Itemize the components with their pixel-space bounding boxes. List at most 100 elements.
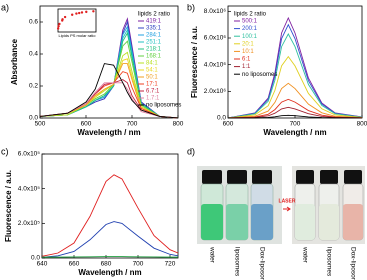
legend-entry: 6.7:1 [146, 89, 160, 95]
vial-liquid [201, 204, 223, 240]
scatter-point [58, 22, 61, 26]
y-tick-label: 0.4 [29, 51, 38, 58]
vial-liquid [295, 204, 315, 240]
spectrum-line [227, 33, 363, 119]
scatter-point [92, 10, 95, 13]
vial-label: Dox-liposomes [349, 247, 356, 280]
spectrum-line [41, 221, 179, 258]
spectrum-line [227, 98, 363, 119]
panel-label: b) [187, 2, 195, 12]
spectrum-line [39, 82, 179, 119]
y-tick-label: 0.2 [29, 83, 38, 90]
y-tick-label: 0.0 [29, 115, 38, 122]
vial-cap [296, 170, 314, 184]
vial-cap [320, 170, 338, 184]
scatter-point [56, 27, 60, 30]
x-axis-label: Wavelength / nm [78, 268, 141, 277]
legend-entry: 218:1 [146, 47, 162, 53]
scatter-point [77, 11, 81, 15]
plot-frame [41, 153, 179, 259]
vial-cap [252, 170, 272, 184]
x-tick-label: 700 [290, 121, 301, 128]
legend-entry: 20:1 [242, 41, 254, 47]
legend-entry: 6:1 [242, 57, 251, 63]
legend-entry: 50:1 [146, 75, 158, 81]
vial-label: liposomes [325, 247, 332, 277]
vial-liquid [226, 204, 248, 240]
x-tick-label: 800 [357, 121, 367, 128]
scatter-point [70, 13, 74, 16]
legend-entry: 168:1 [146, 54, 162, 60]
legend-entry: 17:1 [146, 82, 158, 88]
legend-entry: 419:1 [146, 19, 162, 25]
legend-entry: 500:1 [242, 19, 258, 25]
laser-arrow [283, 206, 291, 212]
plot-frame [227, 5, 363, 119]
spectrum-line [227, 16, 363, 119]
x-tick-label: 700 [127, 121, 138, 128]
vial-label: water [208, 246, 215, 264]
x-tick-label: 720 [165, 261, 176, 268]
legend-entry: 1.7:1 [146, 96, 160, 102]
vial-label: liposomes [233, 247, 240, 277]
scatter-point [61, 18, 64, 21]
legend-entry: 251:1 [146, 40, 162, 46]
x-tick-label: 660 [69, 261, 80, 268]
x-axis-label: Lipids PS molar ratio [59, 33, 97, 38]
vial-cap [202, 170, 222, 184]
x-tick-label: 600 [81, 121, 92, 128]
legend-entry: 1:1 [242, 64, 251, 70]
y-tick-label: 0.0 [31, 255, 40, 262]
spectrum-line [227, 23, 363, 119]
spectrum-line [227, 106, 363, 119]
vial-label: water [301, 246, 308, 264]
scatter-point [80, 11, 84, 14]
y-tick-label: 4.0x10⁵ [18, 185, 41, 192]
laser-label: LASER [279, 198, 296, 204]
panel-label: c) [1, 146, 9, 156]
spectrum-line [41, 174, 179, 257]
x-tick-label: 680 [101, 261, 112, 268]
x-tick-label: 700 [133, 261, 144, 268]
vial-cap [344, 170, 362, 184]
scatter-point [57, 25, 60, 28]
spectrum-line [227, 114, 363, 119]
photo-before [197, 166, 282, 244]
y-tick-label: 0.6 [29, 19, 38, 26]
scatter-point [75, 12, 78, 15]
x-tick-label: 500 [35, 121, 46, 128]
y-tick-label: 4.0x10⁶ [204, 61, 227, 68]
panel-label: a) [1, 2, 9, 12]
x-tick-label: 800 [173, 121, 184, 128]
inset-frame [57, 8, 97, 33]
legend-title: lipids 2 ratio [234, 12, 267, 18]
legend-entry: 10:1 [242, 49, 254, 55]
photo-after [292, 166, 365, 244]
scatter-point [63, 15, 67, 19]
legend-entry: 284:1 [146, 33, 162, 39]
vial-liquid [319, 204, 339, 240]
y-tick-label: 6.0x10⁵ [18, 151, 41, 158]
legend-entry: 200:1 [242, 26, 258, 32]
vial-label: Dox-liposomes [258, 247, 265, 280]
spectrum-line [42, 256, 178, 258]
legend-entry: 84:1 [146, 61, 158, 67]
scatter-point [85, 10, 88, 14]
legend-entry: no liposomes [146, 103, 181, 109]
y-axis-label: Fluorescence / a.u. [4, 170, 13, 242]
legend-entry: 54:1 [146, 68, 158, 74]
x-tick-label: 640 [37, 261, 48, 268]
x-axis-label: Wavelength / nm [263, 128, 326, 137]
y-axis-label: Fluorescence / a.u. [190, 26, 199, 98]
vial-cap [227, 170, 247, 184]
x-axis-label: Wavelength / nm [77, 128, 140, 137]
spectrum-line [227, 82, 363, 119]
spectrum-line [39, 63, 179, 119]
panel-label: d) [187, 146, 195, 156]
legend-title: lipids 2 ratio [138, 12, 171, 18]
y-tick-label: 0.0 [217, 115, 226, 122]
y-tick-label: 2.0x10⁵ [18, 220, 41, 227]
y-tick-label: 2.0x10⁶ [204, 88, 227, 95]
x-tick-label: 600 [223, 121, 234, 128]
